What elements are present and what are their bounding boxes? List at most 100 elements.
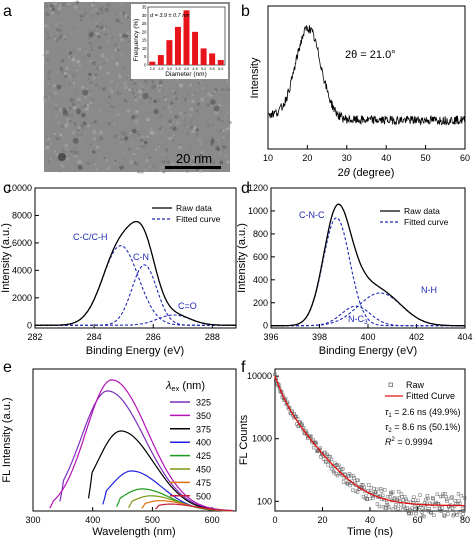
tem-grain xyxy=(222,136,225,139)
tem-grain xyxy=(48,71,51,74)
tem-grain xyxy=(119,50,124,55)
histogram-bar xyxy=(200,48,207,65)
tem-grain xyxy=(226,160,230,164)
tem-grain xyxy=(94,84,97,86)
tem-grain xyxy=(85,30,88,33)
tem-grain xyxy=(193,92,196,94)
raw-point xyxy=(351,474,356,478)
tem-grain xyxy=(136,147,139,150)
raw-point xyxy=(442,514,447,518)
tem-grain xyxy=(123,85,129,90)
tem-grain xyxy=(158,126,163,131)
raw-point xyxy=(459,494,463,498)
tem-grain xyxy=(96,12,100,15)
y-tick-label: 8000 xyxy=(12,210,32,220)
carbon-dot xyxy=(88,72,92,76)
tem-grain xyxy=(86,88,88,90)
tem-grain xyxy=(219,138,221,140)
fitted-decay-curve xyxy=(274,375,465,507)
y-tick-label: 1000 xyxy=(252,434,272,444)
raw-point xyxy=(371,496,375,500)
tem-grain xyxy=(221,119,224,123)
tem-grain xyxy=(98,45,103,50)
legend-fit-label: Fitted curve xyxy=(404,217,449,227)
inset-x-tick-label: 2.0 xyxy=(150,67,155,71)
raw-point xyxy=(441,492,445,496)
tem-grain xyxy=(134,96,137,99)
tem-grain xyxy=(119,37,122,40)
tem-grain xyxy=(96,134,98,136)
spectrum-500 xyxy=(154,503,233,512)
tem-grain xyxy=(106,40,110,43)
x-tick-label: 600 xyxy=(205,515,220,525)
inset-x-tick-label: 6.0 xyxy=(218,67,223,71)
carbon-dot xyxy=(210,99,216,105)
tem-grain xyxy=(135,115,138,118)
tem-grain xyxy=(45,4,49,8)
tem-grain xyxy=(73,5,78,10)
inset-x-tick-label: 3.5 xyxy=(175,67,180,71)
inset-ylabel: Frequency (%) xyxy=(133,19,140,62)
tem-grain xyxy=(55,28,59,31)
panel-c-curves xyxy=(35,220,236,326)
x-tick-label: 50 xyxy=(421,153,431,163)
tem-grain xyxy=(54,10,58,14)
tem-grain xyxy=(121,109,125,113)
tem-grain xyxy=(171,162,175,166)
tem-grain xyxy=(113,123,116,125)
carbon-dot xyxy=(56,84,62,90)
tem-grain xyxy=(117,45,121,48)
tem-grain xyxy=(224,88,227,91)
inset-x-tick-label: 5.0 xyxy=(201,67,206,71)
raw-point xyxy=(440,494,445,498)
inset-x-tick-label: 4.0 xyxy=(184,67,189,71)
tem-grain xyxy=(79,53,83,57)
tem-grain xyxy=(189,83,193,87)
tem-grain xyxy=(42,54,46,57)
tem-grain xyxy=(91,85,94,88)
tem-grain xyxy=(77,129,80,132)
tem-grain xyxy=(168,136,172,141)
tem-grain xyxy=(113,26,116,29)
y-tick-label: 10000 xyxy=(7,183,32,193)
carbon-dot xyxy=(82,121,87,126)
tem-grain xyxy=(64,74,68,79)
tem-grain xyxy=(92,10,95,13)
histogram-bar xyxy=(209,53,216,65)
histogram-bar xyxy=(166,40,173,65)
tem-grain xyxy=(109,89,114,94)
tem-grain xyxy=(148,156,152,159)
tem-grain xyxy=(140,134,145,140)
raw-point xyxy=(379,489,384,493)
inset-x-tick-label: 5.5 xyxy=(210,67,215,71)
tem-grain xyxy=(118,135,120,137)
x-tick-label: 40 xyxy=(365,515,375,525)
tem-grain xyxy=(87,124,91,128)
tem-grain xyxy=(127,74,130,77)
tem-grain xyxy=(59,21,62,24)
legend-label-325: 325 xyxy=(196,398,211,408)
tem-grain xyxy=(85,61,88,63)
tem-grain xyxy=(92,75,97,80)
panel-e: e 300 400 500 600 λex (nm) 325 350 375 400 425 4… xyxy=(1,359,237,538)
tem-grain xyxy=(68,59,70,61)
raw-point xyxy=(452,512,456,517)
tem-grain xyxy=(190,155,195,160)
tem-grain xyxy=(113,114,116,117)
tem-grain xyxy=(76,104,78,107)
tem-grain xyxy=(58,52,63,56)
tem-grain xyxy=(146,138,149,141)
tem-grain xyxy=(221,88,224,91)
tem-grain xyxy=(46,113,50,116)
tem-grain xyxy=(132,123,134,125)
tem-grain xyxy=(169,110,172,114)
tem-grain xyxy=(64,143,69,148)
panel-f-ticks: 0 20 40 60 80 100 1000 10000 xyxy=(247,371,470,525)
tem-grain xyxy=(91,50,93,52)
raw-point xyxy=(417,508,421,512)
tem-grain xyxy=(128,39,131,43)
tem-grain xyxy=(45,50,49,54)
tem-grain xyxy=(78,56,83,61)
panel-c: c 282 284 286 288 0 2000 4000 6000 8000 10000 Raw… xyxy=(0,180,237,357)
carbon-dot xyxy=(81,112,86,118)
